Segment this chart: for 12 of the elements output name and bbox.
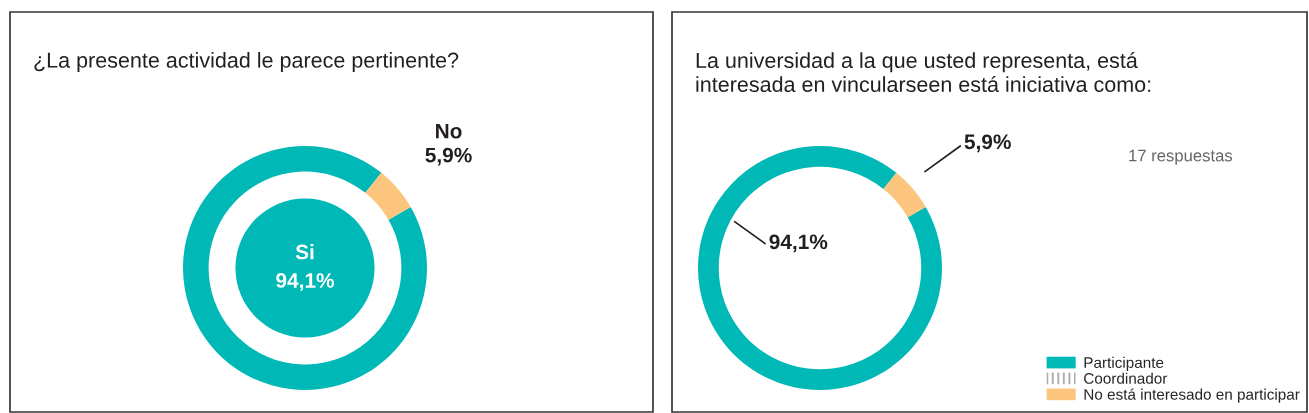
data-label: 94,1% [276,273,334,291]
slice-label: No [436,123,462,139]
text: 17 respuestas [1129,149,1233,165]
slice-label: Si [295,244,314,260]
legend-label: No está interesado en participar [1084,388,1300,403]
data-label: 5,9% [425,147,472,166]
data-label: 5,9% [964,134,1011,153]
chart-title: La universidad a la que usted representa, está interesada en vincularseen está iniciativa como: [696,52,1151,93]
legend-label: Participante [1084,356,1164,372]
data-label: 94,1% [769,234,828,253]
chart-title: ¿La presente actividad le parece pertinente? [34,52,459,73]
legend-label: Coordinador [1084,372,1168,384]
